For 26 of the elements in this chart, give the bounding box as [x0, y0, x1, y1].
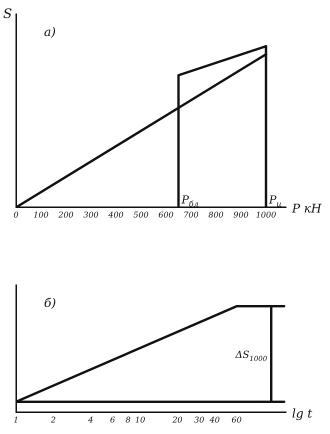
- x-tick-label: 600: [158, 210, 174, 220]
- x-tick-label: 4: [87, 415, 94, 424]
- y-axis-title: S: [3, 7, 12, 22]
- x-tick-label: 800: [208, 210, 224, 220]
- x-tick-label: 2: [50, 415, 56, 424]
- x-axis-title: lg t: [292, 406, 312, 420]
- x-tick-label: 900: [233, 210, 249, 220]
- x-axis-title: P кН: [291, 201, 322, 216]
- x-tick-label: 10: [134, 415, 146, 424]
- x-tick-label: 500: [133, 210, 149, 220]
- x-tick-label: 400: [107, 210, 124, 220]
- x-tick-label: 40: [208, 415, 220, 424]
- x-tick-label: 60: [232, 415, 242, 424]
- chart-title: б): [44, 296, 56, 310]
- x-tick-label: 300: [83, 210, 99, 220]
- x-tick-label: 200: [57, 210, 74, 220]
- x-tick-label: 30: [194, 415, 204, 424]
- x-tick-label: 700: [183, 210, 199, 220]
- x-tick-label: 8: [126, 415, 131, 424]
- chart-title: а): [44, 25, 56, 39]
- x-tick-label: 6: [110, 415, 116, 424]
- x-tick-label: 20: [171, 415, 183, 424]
- x-tick-label: 1000: [256, 210, 276, 220]
- x-tick-label: 0: [13, 210, 19, 220]
- x-tick-label: 1: [13, 415, 19, 424]
- x-tick-label: 100: [33, 210, 49, 220]
